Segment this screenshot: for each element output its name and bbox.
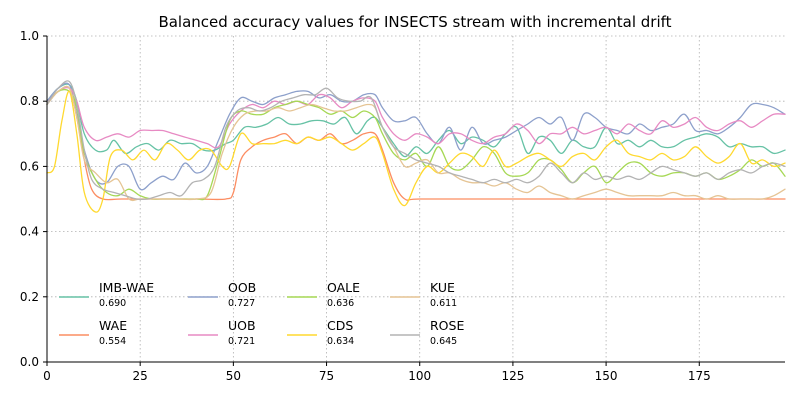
series-line-uob (46, 86, 786, 149)
y-tick-label: 0.8 (20, 94, 39, 108)
series-line-oob (46, 82, 786, 191)
legend-item-oale: OALE 0.636 (287, 280, 360, 309)
legend-label: IMB-WAE (99, 280, 154, 295)
legend-label: CDS (327, 318, 353, 333)
y-tick-label: 0.0 (20, 355, 39, 369)
x-tick-label: 175 (688, 369, 711, 383)
series-line-cds (46, 90, 786, 213)
legend-value: 0.636 (327, 298, 354, 309)
x-tick-label: 25 (133, 369, 148, 383)
legend-value: 0.634 (327, 336, 354, 347)
y-tick-label: 0.6 (20, 159, 39, 173)
legend-item-rose: ROSE 0.645 (390, 318, 464, 347)
y-tick-label: 0.2 (20, 290, 39, 304)
legend-label: WAE (99, 318, 127, 333)
legend-item-cds: CDS 0.634 (287, 318, 354, 347)
legend-item-oob: OOB 0.727 (188, 280, 256, 309)
x-tick-label: 0 (43, 369, 51, 383)
legend-value: 0.611 (430, 298, 457, 309)
series-line-imb-wae (46, 83, 786, 158)
legend-label: ROSE (430, 318, 464, 333)
y-tick-label: 1.0 (20, 29, 39, 43)
series-line-kue (46, 85, 786, 202)
chart-title: Balanced accuracy values for INSECTS str… (158, 13, 671, 31)
legend-value: 0.554 (99, 336, 126, 347)
x-tick-label: 75 (319, 369, 334, 383)
x-tick-label: 125 (501, 369, 524, 383)
legend-value: 0.690 (99, 298, 126, 309)
y-tick-label: 0.4 (20, 225, 39, 239)
series-line-rose (46, 80, 786, 201)
x-tick-label: 150 (595, 369, 618, 383)
legend-item-uob: UOB 0.721 (188, 318, 256, 347)
legend-label: UOB (228, 318, 256, 333)
series-lines (46, 80, 786, 213)
series-line-wae (46, 85, 786, 201)
legend-value: 0.721 (228, 336, 255, 347)
legend-item-kue: KUE 0.611 (390, 280, 457, 309)
legend-label: KUE (430, 280, 455, 295)
legend-label: OALE (327, 280, 360, 295)
legend: IMB-WAE 0.690 WAE 0.554 OOB 0.727 UOB 0.721 OALE… (59, 280, 464, 347)
legend-value: 0.645 (430, 336, 457, 347)
x-tick-label: 50 (226, 369, 241, 383)
legend-value: 0.727 (228, 298, 255, 309)
legend-label: OOB (228, 280, 256, 295)
legend-item-imb-wae: IMB-WAE 0.690 (59, 280, 154, 309)
x-tick-label: 100 (408, 369, 431, 383)
axes: 0 25 50 75 100 125 150 175 0.0 0.2 0.4 0.6 0.8 1.0 (20, 29, 785, 383)
legend-item-wae: WAE 0.554 (59, 318, 127, 347)
